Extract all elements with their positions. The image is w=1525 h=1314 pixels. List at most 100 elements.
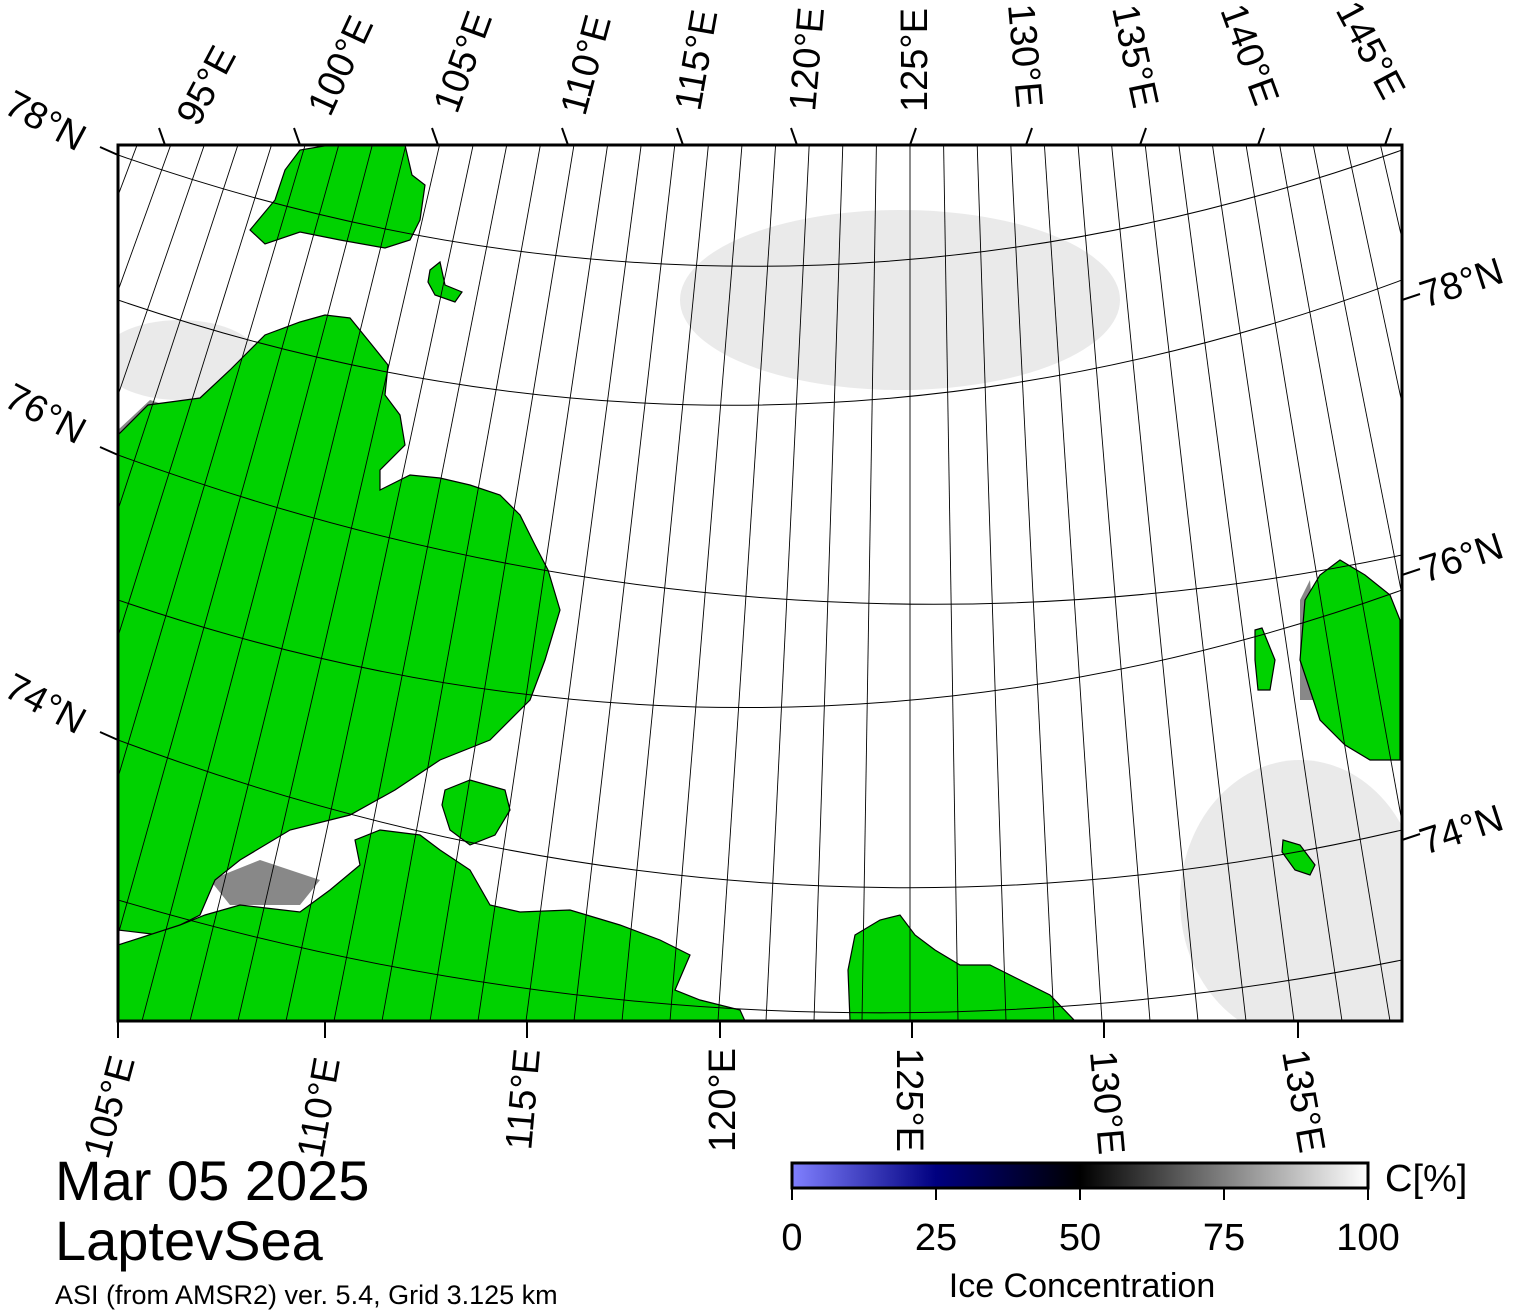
meridian-line xyxy=(943,145,959,1021)
colorbar-tick-label: 100 xyxy=(1336,1217,1400,1259)
lon-label-bottom: 115°E xyxy=(498,1047,549,1151)
axis-tick xyxy=(1401,293,1421,301)
axis-tick xyxy=(790,127,798,146)
meridian-line xyxy=(717,145,777,1021)
lat-label-right: 78°N xyxy=(1415,250,1509,316)
axis-tick xyxy=(99,731,119,741)
axis-tick xyxy=(1401,568,1421,576)
island-small-south xyxy=(1281,839,1316,876)
axis-ticks xyxy=(99,127,1421,1038)
meridian-line xyxy=(621,145,709,1021)
meridian-line xyxy=(381,145,541,1021)
lon-label-bottom: 130°E xyxy=(1081,1049,1132,1156)
land-lena-delta xyxy=(847,914,1076,1021)
land-area xyxy=(118,145,1401,1021)
map-frame xyxy=(116,143,1404,1023)
colorbar-ticks xyxy=(791,1188,1369,1200)
axis-tick xyxy=(1025,127,1033,146)
axis-tick xyxy=(1384,127,1392,146)
colorbar-tick-label: 75 xyxy=(1202,1217,1246,1259)
island-bolshoy-begichev xyxy=(441,779,511,846)
meridian-line xyxy=(189,145,407,1021)
meridian-line xyxy=(1312,145,1402,598)
island-small-north xyxy=(427,260,463,303)
lon-label-bottom: 135°E xyxy=(1273,1046,1332,1156)
island-belkovsky xyxy=(1254,627,1276,691)
colorbar-tick-label: 0 xyxy=(781,1217,803,1259)
meridian-line xyxy=(118,145,340,937)
lon-labels-top: 95°E 100°E 105°E 110°E 115°E 120°E 125°E… xyxy=(169,0,1413,132)
colorbar xyxy=(790,1161,1370,1190)
lat-label-right: 76°N xyxy=(1415,525,1509,591)
axis-tick xyxy=(431,127,439,146)
lat-label-left: 78°N xyxy=(0,83,92,160)
lon-labels-bottom: 105°E 110°E 115°E 120°E 125°E 130°E 135°… xyxy=(76,1046,1332,1162)
lon-label-bottom: 105°E xyxy=(76,1051,143,1162)
axis-tick xyxy=(676,127,684,146)
lat-labels-right: 78°N 76°N 74°N xyxy=(1415,250,1509,863)
sea-ice-area xyxy=(118,210,1402,1021)
axis-tick xyxy=(158,127,166,146)
meridian-line xyxy=(669,145,743,1021)
meridian-line xyxy=(141,145,373,1021)
colorbar-title: Ice Concentration xyxy=(948,1267,1216,1305)
lon-label-bottom: 120°E xyxy=(702,1048,744,1152)
colorbar-unit: C[%] xyxy=(1385,1158,1468,1200)
lon-label-top: 110°E xyxy=(553,11,620,120)
land-mainland-south xyxy=(118,829,746,1021)
axis-tick xyxy=(99,146,119,156)
lon-label-bottom: 125°E xyxy=(888,1048,930,1152)
meridian-line xyxy=(1144,145,1247,1021)
meridian-line xyxy=(765,145,810,1021)
lon-label-bottom: 110°E xyxy=(290,1054,349,1161)
lon-label-top: 140°E xyxy=(1212,0,1287,111)
lon-label-top: 135°E xyxy=(1103,1,1166,111)
map-date: Mar 05 2025 xyxy=(55,1149,370,1212)
lon-label-top: 125°E xyxy=(894,8,936,112)
lat-label-right: 74°N xyxy=(1415,797,1509,863)
lon-label-top: 130°E xyxy=(999,2,1050,109)
axis-tick xyxy=(293,127,301,146)
colorbar-tick-label: 25 xyxy=(914,1217,958,1259)
lat-label-left: 76°N xyxy=(0,376,92,453)
axis-tick xyxy=(1139,127,1147,146)
lat-label-left: 74°N xyxy=(0,666,92,743)
meridian-line xyxy=(429,145,575,1021)
meridian-line xyxy=(1178,145,1295,1021)
land-taymyr xyxy=(118,314,561,936)
meridian-line xyxy=(477,145,609,1021)
map-product: ASI (from AMSR2) ver. 5.4, Grid 3.125 km xyxy=(55,1280,558,1310)
meridian-line xyxy=(118,145,272,639)
lon-label-top: 120°E xyxy=(782,6,833,113)
map-region: LaptevSea xyxy=(55,1209,323,1272)
axis-tick xyxy=(1257,127,1265,146)
meridian-line xyxy=(813,145,844,1021)
island-severnaya-zemlya xyxy=(249,145,426,249)
meridian-line xyxy=(525,145,642,1021)
meridian-line xyxy=(333,145,508,1021)
graticule-meridians xyxy=(118,145,1402,1021)
lat-labels-left: 78°N 76°N 74°N xyxy=(0,83,92,743)
lon-label-top: 105°E xyxy=(426,6,501,118)
colorbar-tick-label: 50 xyxy=(1058,1217,1102,1259)
meridian-line xyxy=(861,145,877,1021)
lon-label-top: 100°E xyxy=(300,10,382,122)
meridian-line xyxy=(573,145,676,1021)
meridian-line xyxy=(1077,145,1151,1021)
meridian-line xyxy=(285,145,474,1021)
lon-label-top: 115°E xyxy=(668,7,727,114)
meridian-line xyxy=(1010,145,1055,1021)
axis-tick xyxy=(1401,833,1421,841)
lon-label-top: 145°E xyxy=(1327,0,1413,106)
meridian-line xyxy=(976,145,1007,1021)
meridian-line xyxy=(1279,145,1402,825)
axis-tick xyxy=(909,127,917,146)
meridian-line xyxy=(1211,145,1343,1021)
meridian-line xyxy=(1043,145,1103,1021)
axis-tick xyxy=(561,127,569,146)
lon-label-top: 95°E xyxy=(169,39,245,132)
graticule-latitudes xyxy=(118,149,1402,1014)
meridian-line xyxy=(1111,145,1199,1021)
island-kotelny xyxy=(1299,559,1401,761)
